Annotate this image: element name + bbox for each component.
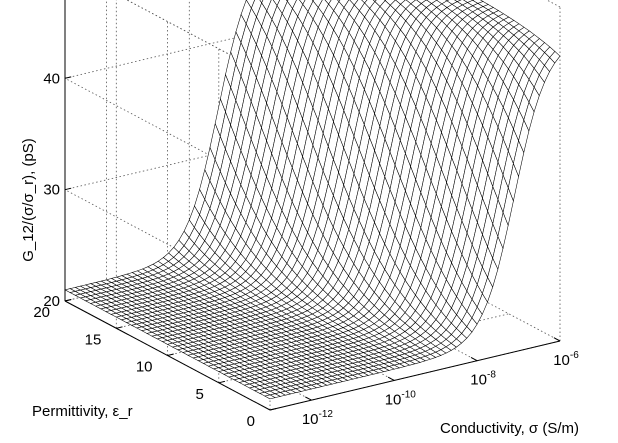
surface-cell — [324, 0, 332, 5]
surface-cell — [372, 0, 377, 2]
x-tick-label: 10-10 — [385, 389, 417, 408]
grid-line — [64, 189, 271, 300]
x-tick-label: 10-12 — [302, 409, 334, 428]
grid-line — [64, 77, 271, 188]
y-tick-mark — [116, 326, 123, 329]
surface-mesh — [64, 0, 561, 400]
surface-cell — [549, 51, 561, 64]
y-tick-mark — [269, 408, 277, 411]
y-tick-label: 20 — [33, 304, 50, 321]
surface-cell — [337, 0, 341, 2]
y-axis-label: Permittivity, ε_r — [32, 403, 133, 420]
surface-cell — [272, 0, 281, 7]
z-tick-mark — [64, 76, 72, 79]
z-tick-mark — [64, 299, 72, 302]
x-axis-line — [269, 340, 561, 411]
z-tick-label: 30 — [43, 182, 60, 199]
y-tick-mark — [218, 380, 226, 384]
z-tick-mark — [64, 187, 72, 191]
surface-cell — [246, 0, 255, 9]
x-tick-mark — [553, 337, 561, 342]
z-axis-label: G_12/(σ/σ_r), (pS) — [20, 138, 37, 262]
surface-cell — [299, 0, 306, 5]
axes — [64, 0, 561, 411]
box-edge — [126, 0, 271, 77]
x-tick-mark — [305, 396, 312, 401]
x-axis-label: Conductivity, σ (S/m) — [440, 420, 579, 437]
y-tick-mark — [167, 353, 174, 356]
x-tick-label: 10-6 — [553, 350, 579, 369]
y-tick-label: 0 — [247, 413, 255, 430]
y-tick-label: 15 — [85, 331, 102, 348]
y-tick-label: 10 — [136, 359, 153, 376]
z-tick-label: 40 — [43, 70, 60, 87]
y-tick-label: 5 — [195, 386, 203, 403]
x-tick-mark — [470, 356, 478, 362]
surface-cell — [361, 0, 368, 4]
x-tick-mark — [387, 376, 395, 381]
surface-cell — [259, 0, 264, 4]
z-tick-label: 20 — [43, 293, 60, 310]
x-tick-label: 10-8 — [470, 370, 496, 389]
